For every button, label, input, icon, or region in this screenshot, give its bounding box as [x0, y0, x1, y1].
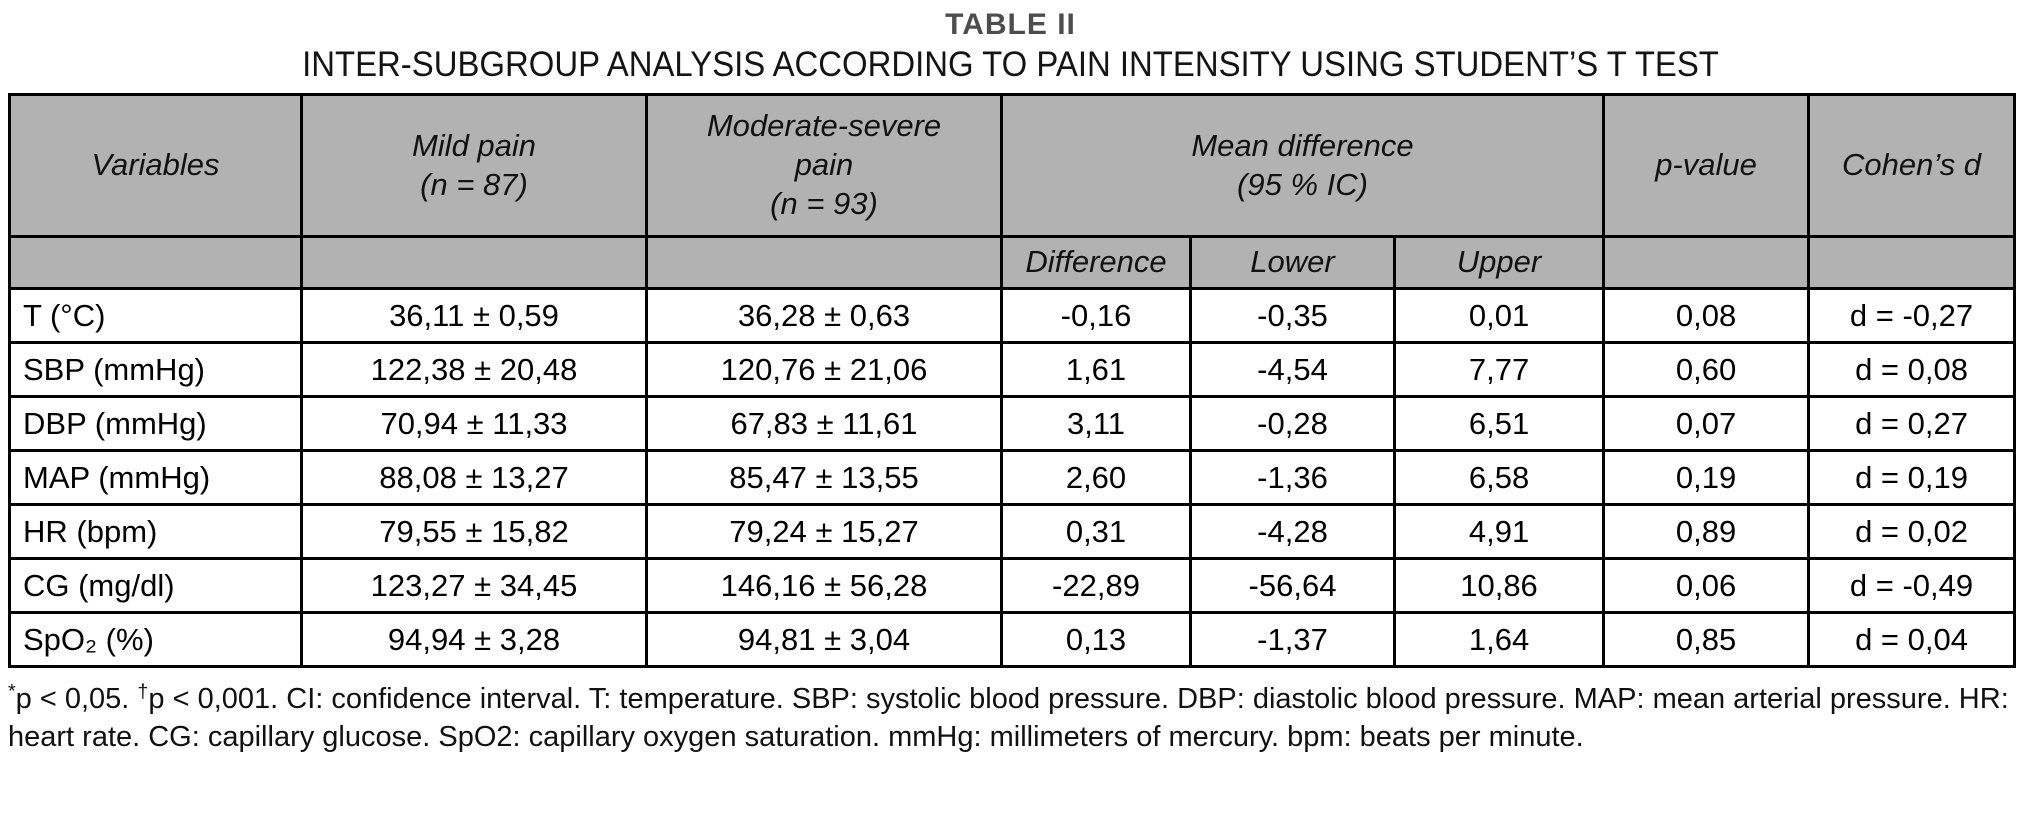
cell-upper: 10,86: [1392, 557, 1606, 614]
cell-lower: -0,28: [1189, 395, 1396, 452]
cell-mild-pain: 36,11 ± 0,59: [300, 287, 648, 344]
table-row: HR (bpm) 79,55 ± 15,82 79,24 ± 15,27 0,31 -4…: [8, 503, 2017, 560]
cell-cohens-d: d = 0,02: [1807, 503, 2017, 560]
header-row-main: Variables Mild pain (n = 87) Moderate-se…: [8, 93, 2017, 238]
cell-difference: 3,11: [1000, 395, 1192, 452]
cell-lower: -4,54: [1189, 341, 1396, 398]
table-row: SpO₂ (%) 94,94 ± 3,28 94,81 ± 3,04 0,13 -1,3…: [8, 611, 2017, 668]
cell-cohens-d: d = 0,08: [1807, 341, 2017, 398]
cell-lower: -1,36: [1189, 449, 1396, 506]
footnote-text: p < 0,001. CI: confidence interval. T: t…: [8, 683, 2009, 753]
cell-variable: SBP (mmHg): [8, 341, 303, 398]
cell-moderate-severe: 146,16 ± 56,28: [645, 557, 1003, 614]
cell-variable: CG (mg/dl): [8, 557, 303, 614]
cell-p-value: 0,85: [1602, 611, 1811, 668]
cell-mild-pain: 122,38 ± 20,48: [300, 341, 648, 398]
subheader-empty-mild: [300, 235, 648, 290]
col-header-moderate-severe: Moderate-severe pain (n = 93): [645, 93, 1003, 238]
col-header-variables: Variables: [8, 93, 303, 238]
cell-upper: 1,64: [1392, 611, 1606, 668]
cell-lower: -1,37: [1189, 611, 1396, 668]
col-header-cohens-d: Cohen’s d: [1807, 93, 2017, 238]
subheader-difference: Difference: [1000, 235, 1192, 290]
cell-p-value: 0,60: [1602, 341, 1811, 398]
cell-upper: 6,58: [1392, 449, 1606, 506]
col-header-mean-difference: Mean difference (95 % IC): [999, 93, 1606, 238]
cell-cohens-d: d = -0,27: [1807, 287, 2017, 344]
cell-upper: 0,01: [1392, 287, 1606, 344]
table-row: MAP (mmHg) 88,08 ± 13,27 85,47 ± 13,55 2,60…: [8, 449, 2017, 506]
cell-lower: -4,28: [1189, 503, 1396, 560]
col-header-mild-pain: Mild pain (n = 87): [300, 93, 648, 238]
cell-upper: 7,77: [1392, 341, 1606, 398]
cell-variable: HR (bpm): [8, 503, 303, 560]
cell-p-value: 0,08: [1602, 287, 1811, 344]
table-row: T (°C) 36,11 ± 0,59 36,28 ± 0,63 -0,16 -0,35…: [8, 287, 2017, 344]
table-row: DBP (mmHg) 70,94 ± 11,33 67,83 ± 11,61 3,11…: [8, 395, 2017, 452]
subheader-lower: Lower: [1189, 235, 1396, 290]
footnote-text: p < 0,05.: [15, 683, 138, 715]
cell-moderate-severe: 79,24 ± 15,27: [645, 503, 1003, 560]
subheader-upper: Upper: [1392, 235, 1606, 290]
table-body: T (°C) 36,11 ± 0,59 36,28 ± 0,63 -0,16 -0,35…: [8, 287, 2017, 668]
table-row: CG (mg/dl) 123,27 ± 34,45 146,16 ± 56,28 -2…: [8, 557, 2017, 614]
cell-mild-pain: 88,08 ± 13,27: [300, 449, 648, 506]
results-table: Variables Mild pain (n = 87) Moderate-se…: [8, 93, 2017, 668]
cell-moderate-severe: 36,28 ± 0,63: [645, 287, 1003, 344]
cell-difference: 2,60: [1000, 449, 1192, 506]
cell-variable: SpO₂ (%): [8, 611, 303, 668]
col-header-p-value: p-value: [1602, 93, 1811, 238]
cell-cohens-d: d = 0,27: [1807, 395, 2017, 452]
footnote: *p < 0,05. †p < 0,001. CI: confidence in…: [8, 680, 2010, 756]
cell-mild-pain: 79,55 ± 15,82: [300, 503, 648, 560]
header-row-sub: Difference Lower Upper: [8, 235, 2017, 290]
cell-upper: 6,51: [1392, 395, 1606, 452]
cell-lower: -56,64: [1189, 557, 1396, 614]
cell-lower: -0,35: [1189, 287, 1396, 344]
cell-moderate-severe: 85,47 ± 13,55: [645, 449, 1003, 506]
cell-variable: T (°C): [8, 287, 303, 344]
cell-p-value: 0,06: [1602, 557, 1811, 614]
cell-cohens-d: d = 0,19: [1807, 449, 2017, 506]
cell-moderate-severe: 67,83 ± 11,61: [645, 395, 1003, 452]
cell-p-value: 0,19: [1602, 449, 1811, 506]
cell-mild-pain: 94,94 ± 3,28: [300, 611, 648, 668]
cell-variable: DBP (mmHg): [8, 395, 303, 452]
subheader-empty-variables: [8, 235, 303, 290]
cell-variable: MAP (mmHg): [8, 449, 303, 506]
cell-p-value: 0,07: [1602, 395, 1811, 452]
cell-upper: 4,91: [1392, 503, 1606, 560]
subheader-empty-moderate: [645, 235, 1003, 290]
footnote-superscript: †: [137, 680, 149, 703]
cell-cohens-d: d = 0,04: [1807, 611, 2017, 668]
subheader-empty-cohens-d: [1807, 235, 2017, 290]
cell-difference: 0,13: [1000, 611, 1192, 668]
cell-mild-pain: 70,94 ± 11,33: [300, 395, 648, 452]
cell-difference: 1,61: [1000, 341, 1192, 398]
subheader-empty-p-value: [1602, 235, 1811, 290]
cell-cohens-d: d = -0,49: [1807, 557, 2017, 614]
cell-moderate-severe: 94,81 ± 3,04: [645, 611, 1003, 668]
cell-difference: -22,89: [1000, 557, 1192, 614]
table-row: SBP (mmHg) 122,38 ± 20,48 120,76 ± 21,06 1,…: [8, 341, 2017, 398]
table-number-label: TABLE II: [945, 8, 1076, 41]
cell-difference: -0,16: [1000, 287, 1192, 344]
cell-p-value: 0,89: [1602, 503, 1811, 560]
cell-difference: 0,31: [1000, 503, 1192, 560]
cell-mild-pain: 123,27 ± 34,45: [300, 557, 648, 614]
footnote-superscript: *: [8, 680, 16, 703]
cell-moderate-severe: 120,76 ± 21,06: [645, 341, 1003, 398]
table-title: INTER-SUBGROUP ANALYSIS ACCORDING TO PAI…: [302, 45, 1719, 84]
